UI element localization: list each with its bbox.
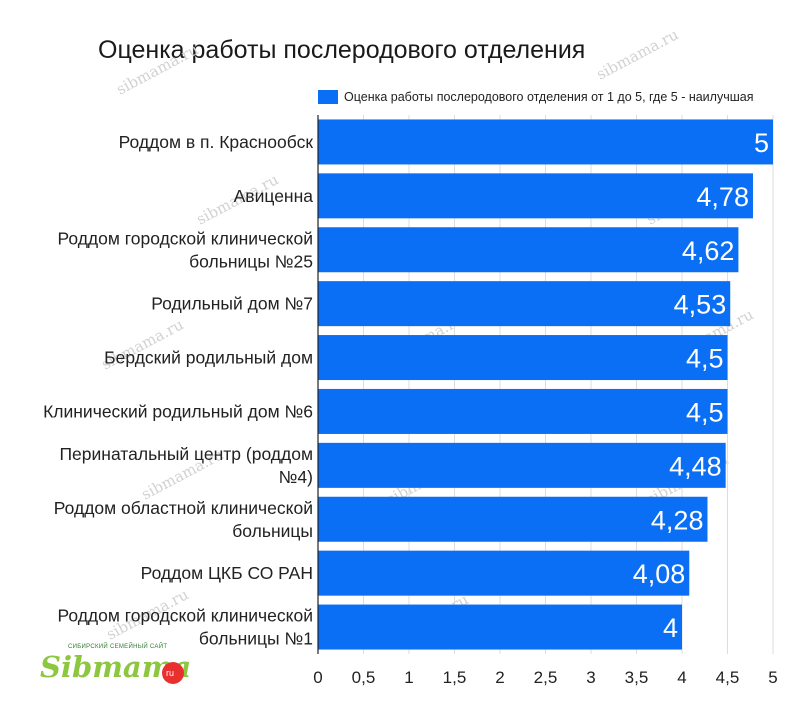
- x-tick-label-7: 3,5: [625, 668, 649, 687]
- category-label-0-0: Роддом в п. Краснообск: [119, 132, 314, 152]
- x-tick-label-3: 1,5: [443, 668, 467, 687]
- category-label-6-0: Перинатальный центр (роддом: [59, 444, 313, 464]
- bar-5: [318, 388, 728, 434]
- x-tick-label-1: 0,5: [352, 668, 376, 687]
- category-label-8-0: Роддом ЦКБ СО РАН: [141, 563, 313, 583]
- bars: [318, 119, 773, 650]
- category-label-6-1: №4): [279, 467, 313, 487]
- bar-3: [318, 281, 731, 327]
- bar-6: [318, 442, 726, 488]
- legend-swatch: [318, 90, 338, 104]
- category-label-5-0: Клинический родильный дом №6: [43, 401, 313, 421]
- logo-suffix: ru: [166, 668, 175, 678]
- category-label-2-0: Роддом городской клинической: [57, 228, 313, 248]
- watermark-0: sibmama.ru: [113, 40, 201, 98]
- x-tick-label-9: 4,5: [716, 668, 740, 687]
- category-labels: Роддом в п. Краснообск Авиценна Роддом гор…: [43, 132, 313, 649]
- x-tick-label-8: 4: [677, 668, 686, 687]
- category-label-7-1: больницы: [232, 521, 313, 541]
- category-label-4-0: Бердский родильный дом: [104, 348, 313, 368]
- data-label-6: 4,48: [669, 451, 722, 481]
- category-label-3-0: Родильный дом №7: [151, 294, 313, 314]
- data-label-3: 4,53: [674, 290, 727, 320]
- data-label-2: 4,62: [682, 236, 735, 266]
- x-tick-labels: 0 0,5 1 1,5 2 2,5 3 3,5 4 4,5 5: [313, 668, 777, 687]
- legend-label: Оценка работы послеродового отделения от…: [344, 90, 754, 104]
- category-label-2-1: больницы №25: [189, 251, 313, 271]
- bar-8: [318, 550, 690, 596]
- x-tick-label-0: 0: [313, 668, 322, 687]
- watermark-1: sibmama.ru: [593, 25, 681, 83]
- data-label-9: 4: [663, 613, 678, 643]
- bar-7: [318, 496, 708, 542]
- sibmama-logo: СИБИРСКИЙ СЕМЕЙНЫЙ САЙТ Sibmama ru: [40, 644, 191, 690]
- x-tick-label-10: 5: [768, 668, 777, 687]
- data-label-8: 4,08: [633, 559, 686, 589]
- logo-dot-icon: [162, 662, 184, 684]
- data-labels: 54,78 4,62 4,53 4,5 4,5 4,48 4,28 4,08 4: [633, 128, 769, 643]
- data-label-0: 5: [754, 128, 769, 158]
- data-label-4: 4,5: [686, 344, 724, 374]
- legend: Оценка работы послеродового отделения от…: [318, 88, 753, 106]
- chart-title: Оценка работы послеродового отделения: [98, 36, 586, 64]
- category-label-7-0: Роддом областной клинической: [54, 498, 313, 518]
- x-tick-label-2: 1: [404, 668, 413, 687]
- x-tick-label-4: 2: [495, 668, 504, 687]
- category-label-9-0: Роддом городской клинической: [57, 606, 313, 626]
- bar-1: [318, 173, 753, 219]
- logo-tagline: СИБИРСКИЙ СЕМЕЙНЫЙ САЙТ: [68, 644, 168, 650]
- bar-2: [318, 227, 739, 273]
- data-label-5: 4,5: [686, 397, 724, 427]
- bar-4: [318, 335, 728, 381]
- data-label-7: 4,28: [651, 505, 704, 535]
- bar-0: [318, 119, 773, 165]
- category-label-1-0: Авиценна: [234, 186, 314, 206]
- bar-9: [318, 604, 682, 650]
- x-tick-label-5: 2,5: [534, 668, 558, 687]
- category-label-9-1: больницы №1: [199, 629, 313, 649]
- data-label-1: 4,78: [696, 182, 749, 212]
- x-tick-label-6: 3: [586, 668, 595, 687]
